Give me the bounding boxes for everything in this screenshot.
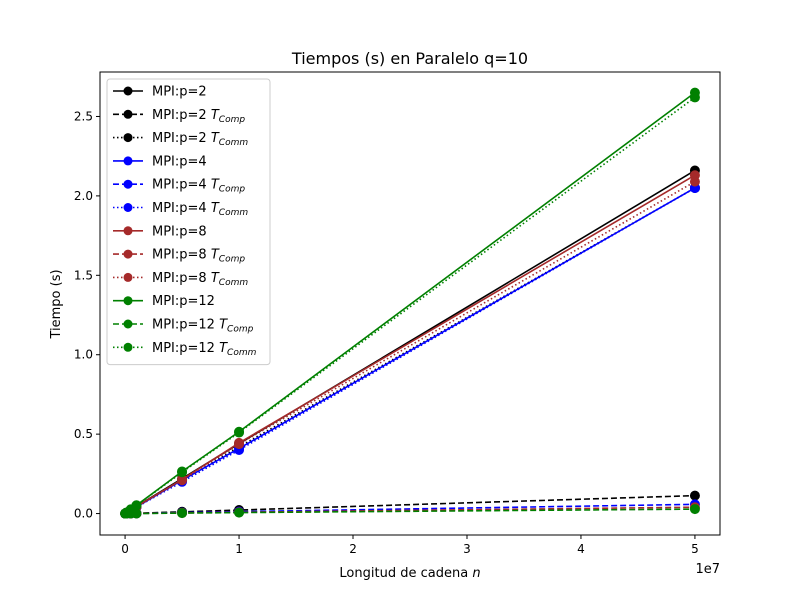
legend-label: MPI:p=4 TComm bbox=[152, 201, 248, 218]
y-tick-label: 0.5 bbox=[74, 427, 93, 441]
y-tick-label: 2.5 bbox=[74, 109, 93, 123]
legend-label: MPI:p=8 TComp bbox=[152, 248, 245, 265]
legend-label: MPI:p=4 bbox=[152, 154, 207, 169]
legend-label: MPI:p=2 TComm bbox=[152, 131, 248, 148]
series-group bbox=[120, 87, 700, 519]
legend-label: MPI:p=8 bbox=[152, 224, 207, 239]
legend-swatch-marker bbox=[123, 86, 133, 96]
y-tick-label: 1.0 bbox=[74, 348, 93, 362]
legend: MPI:p=2 MPI:p=2 TComp MPI:p=2 TComm MPI:p=4… bbox=[106, 78, 271, 366]
y-tick-label: 1.5 bbox=[74, 268, 93, 282]
data-point bbox=[131, 500, 142, 511]
data-point bbox=[689, 504, 700, 515]
chart-title: Tiempos (s) en Paralelo q=10 bbox=[291, 49, 528, 68]
legend-swatch-marker bbox=[123, 272, 133, 282]
legend-swatch-marker bbox=[123, 249, 133, 259]
data-point bbox=[689, 176, 700, 187]
legend-swatch-marker bbox=[123, 342, 133, 352]
legend-box bbox=[106, 78, 271, 366]
legend-label: MPI:p=12 TComp bbox=[152, 318, 254, 335]
y-tick-label: 2.0 bbox=[74, 189, 93, 203]
x-tick-label: 0 bbox=[121, 542, 129, 556]
legend-label: MPI:p=8 TComm bbox=[152, 271, 248, 288]
x-tick-label: 1 bbox=[235, 542, 243, 556]
data-point bbox=[689, 92, 700, 103]
legend-label: MPI:p=12 bbox=[152, 294, 215, 309]
data-point bbox=[234, 507, 245, 518]
legend-swatch-marker bbox=[123, 179, 133, 189]
data-point bbox=[177, 467, 188, 478]
legend-label: MPI:p=2 TComp bbox=[152, 108, 245, 125]
legend-swatch-marker bbox=[123, 203, 133, 212]
data-point bbox=[689, 490, 700, 501]
data-point bbox=[234, 439, 245, 450]
y-tick-label: 0.0 bbox=[74, 507, 93, 521]
x-tick-label: 3 bbox=[463, 542, 471, 556]
x-tick-label: 5 bbox=[691, 542, 699, 556]
x-tick-label: 2 bbox=[349, 542, 357, 556]
legend-swatch-marker bbox=[123, 156, 133, 166]
data-point bbox=[234, 427, 245, 438]
x-tick-label: 4 bbox=[577, 542, 585, 556]
x-axis-label: Longitud de cadena n bbox=[339, 566, 480, 581]
legend-swatch-marker bbox=[123, 319, 133, 329]
x-axis-offset-label: 1e7 bbox=[695, 562, 720, 577]
legend-swatch-marker bbox=[123, 226, 133, 236]
data-point bbox=[177, 508, 188, 519]
legend-swatch-marker bbox=[123, 296, 133, 306]
legend-swatch-marker bbox=[123, 133, 133, 143]
axes-frame bbox=[99, 71, 721, 536]
legend-swatch-marker bbox=[123, 109, 133, 119]
y-axis-label: Tiempo (s) bbox=[49, 269, 64, 339]
legend-label: MPI:p=2 bbox=[152, 85, 207, 100]
legend-label: MPI:p=12 TComm bbox=[152, 341, 257, 358]
legend-label: MPI:p=4 TComp bbox=[152, 178, 245, 195]
